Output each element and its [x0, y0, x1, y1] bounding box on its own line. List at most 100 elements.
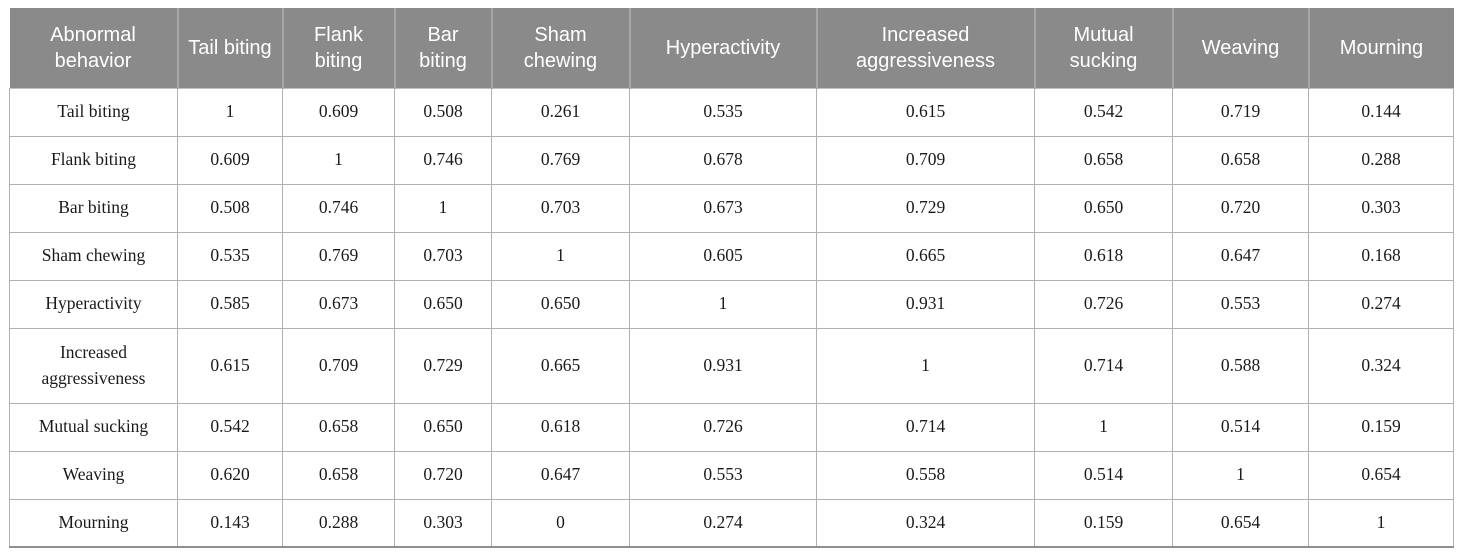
- table-row: Flank biting 0.609 1 0.746 0.769 0.678 0.709 0.…: [9, 135, 1454, 185]
- table-cell: 0.159: [1034, 498, 1173, 548]
- table-cell: 0.729: [816, 183, 1035, 233]
- column-header: Increased aggressiveness: [816, 8, 1036, 89]
- header-row: Abnormal behavior Tail biting Flank biting…: [9, 8, 1454, 89]
- correlation-table: Abnormal behavior Tail biting Flank biting…: [9, 8, 1454, 548]
- table-cell: 1: [1308, 498, 1454, 548]
- table-cell: 0.535: [629, 87, 817, 137]
- table-cell: 0.535: [177, 231, 283, 281]
- table-row: Tail biting 1 0.609 0.508 0.261 0.535 0.615 0.5…: [9, 87, 1454, 137]
- table-cell: 0.709: [282, 327, 395, 404]
- row-label: Flank biting: [9, 135, 178, 185]
- table-cell: 0.274: [629, 498, 817, 548]
- table-cell: 0.678: [629, 135, 817, 185]
- table-cell: 0.931: [816, 279, 1035, 329]
- table-row: Mutual sucking 0.542 0.658 0.650 0.618 0.726 0…: [9, 402, 1454, 452]
- table-cell: 0.703: [394, 231, 492, 281]
- column-header: Tail biting: [177, 8, 284, 89]
- column-header: Mutual sucking: [1034, 8, 1174, 89]
- table-cell: 0.658: [282, 450, 395, 500]
- table-cell: 0.673: [282, 279, 395, 329]
- table-cell: 0.746: [394, 135, 492, 185]
- table-cell: 0.542: [177, 402, 283, 452]
- table-cell: 0.620: [177, 450, 283, 500]
- table-cell: 1: [629, 279, 817, 329]
- table-cell: 0.726: [1034, 279, 1173, 329]
- row-label: Hyperactivity: [9, 279, 178, 329]
- column-header: Sham chewing: [491, 8, 631, 89]
- table-cell: 0.658: [1172, 135, 1309, 185]
- table-cell: 1: [1034, 402, 1173, 452]
- column-header: Bar biting: [394, 8, 493, 89]
- column-header: Hyperactivity: [629, 8, 818, 89]
- table-cell: 0.719: [1172, 87, 1309, 137]
- table-cell: 0.508: [394, 87, 492, 137]
- table-cell: 0.654: [1308, 450, 1454, 500]
- table-cell: 0.647: [1172, 231, 1309, 281]
- table-cell: 0.588: [1172, 327, 1309, 404]
- table-cell: 0.658: [1034, 135, 1173, 185]
- table-row: Sham chewing 0.535 0.769 0.703 1 0.605 0.665 0.…: [9, 231, 1454, 281]
- row-label: Weaving: [9, 450, 178, 500]
- table-cell: 0.618: [491, 402, 630, 452]
- table-cell: 0.274: [1308, 279, 1454, 329]
- table-cell: 0.303: [1308, 183, 1454, 233]
- table-cell: 0.703: [491, 183, 630, 233]
- table-cell: 0.650: [394, 402, 492, 452]
- row-label: Mutual sucking: [9, 402, 178, 452]
- table-cell: 1: [491, 231, 630, 281]
- table-cell: 0.585: [177, 279, 283, 329]
- table-cell: 1: [177, 87, 283, 137]
- row-label: Mourning: [9, 498, 178, 548]
- table-cell: 0.654: [1172, 498, 1309, 548]
- table-cell: 0.261: [491, 87, 630, 137]
- table-cell: 1: [394, 183, 492, 233]
- table-cell: 0.609: [177, 135, 283, 185]
- table-cell: 0.665: [491, 327, 630, 404]
- table-cell: 0.324: [1308, 327, 1454, 404]
- corner-header-abnormal-behavior: Abnormal behavior: [9, 8, 179, 89]
- table-row: Bar biting 0.508 0.746 1 0.703 0.673 0.729 0.65…: [9, 183, 1454, 233]
- table-cell: 0.720: [1172, 183, 1309, 233]
- table-cell: 0.615: [816, 87, 1035, 137]
- table-cell: 0.508: [177, 183, 283, 233]
- table-cell: 0.650: [394, 279, 492, 329]
- table-cell: 0.553: [1172, 279, 1309, 329]
- row-label: Increased aggressiveness: [9, 327, 178, 404]
- table-row: Weaving 0.620 0.658 0.720 0.647 0.553 0.558 0.5…: [9, 450, 1454, 500]
- table-cell: 0.288: [1308, 135, 1454, 185]
- table-row: Mourning 0.143 0.288 0.303 0 0.274 0.324 0.159 0…: [9, 498, 1454, 548]
- table-cell: 0.714: [1034, 327, 1173, 404]
- table-cell: 0.288: [282, 498, 395, 548]
- row-label: Sham chewing: [9, 231, 178, 281]
- table-cell: 0.514: [1172, 402, 1309, 452]
- table-row: Hyperactivity 0.585 0.673 0.650 0.650 1 0.931 0…: [9, 279, 1454, 329]
- table-cell: 0.143: [177, 498, 283, 548]
- table-cell: 0.609: [282, 87, 395, 137]
- table-cell: 1: [1172, 450, 1309, 500]
- table-cell: 1: [816, 327, 1035, 404]
- row-label: Tail biting: [9, 87, 178, 137]
- table-cell: 0.931: [629, 327, 817, 404]
- table-cell: 0.650: [491, 279, 630, 329]
- table-cell: 0.542: [1034, 87, 1173, 137]
- table-cell: 0.605: [629, 231, 817, 281]
- table-cell: 0.769: [282, 231, 395, 281]
- table-cell: 0.769: [491, 135, 630, 185]
- table-cell: 0.726: [629, 402, 817, 452]
- column-header: Weaving: [1172, 8, 1310, 89]
- table-cell: 0.647: [491, 450, 630, 500]
- table-cell: 1: [282, 135, 395, 185]
- table-cell: 0.324: [816, 498, 1035, 548]
- table-cell: 0.658: [282, 402, 395, 452]
- table-cell: 0.673: [629, 183, 817, 233]
- table-cell: 0.709: [816, 135, 1035, 185]
- table-cell: 0.746: [282, 183, 395, 233]
- column-header: Flank biting: [282, 8, 396, 89]
- table-cell: 0.650: [1034, 183, 1173, 233]
- column-header: Mourning: [1308, 8, 1454, 89]
- table-cell: 0.714: [816, 402, 1035, 452]
- table-cell: 0.720: [394, 450, 492, 500]
- table-cell: 0.553: [629, 450, 817, 500]
- row-label: Bar biting: [9, 183, 178, 233]
